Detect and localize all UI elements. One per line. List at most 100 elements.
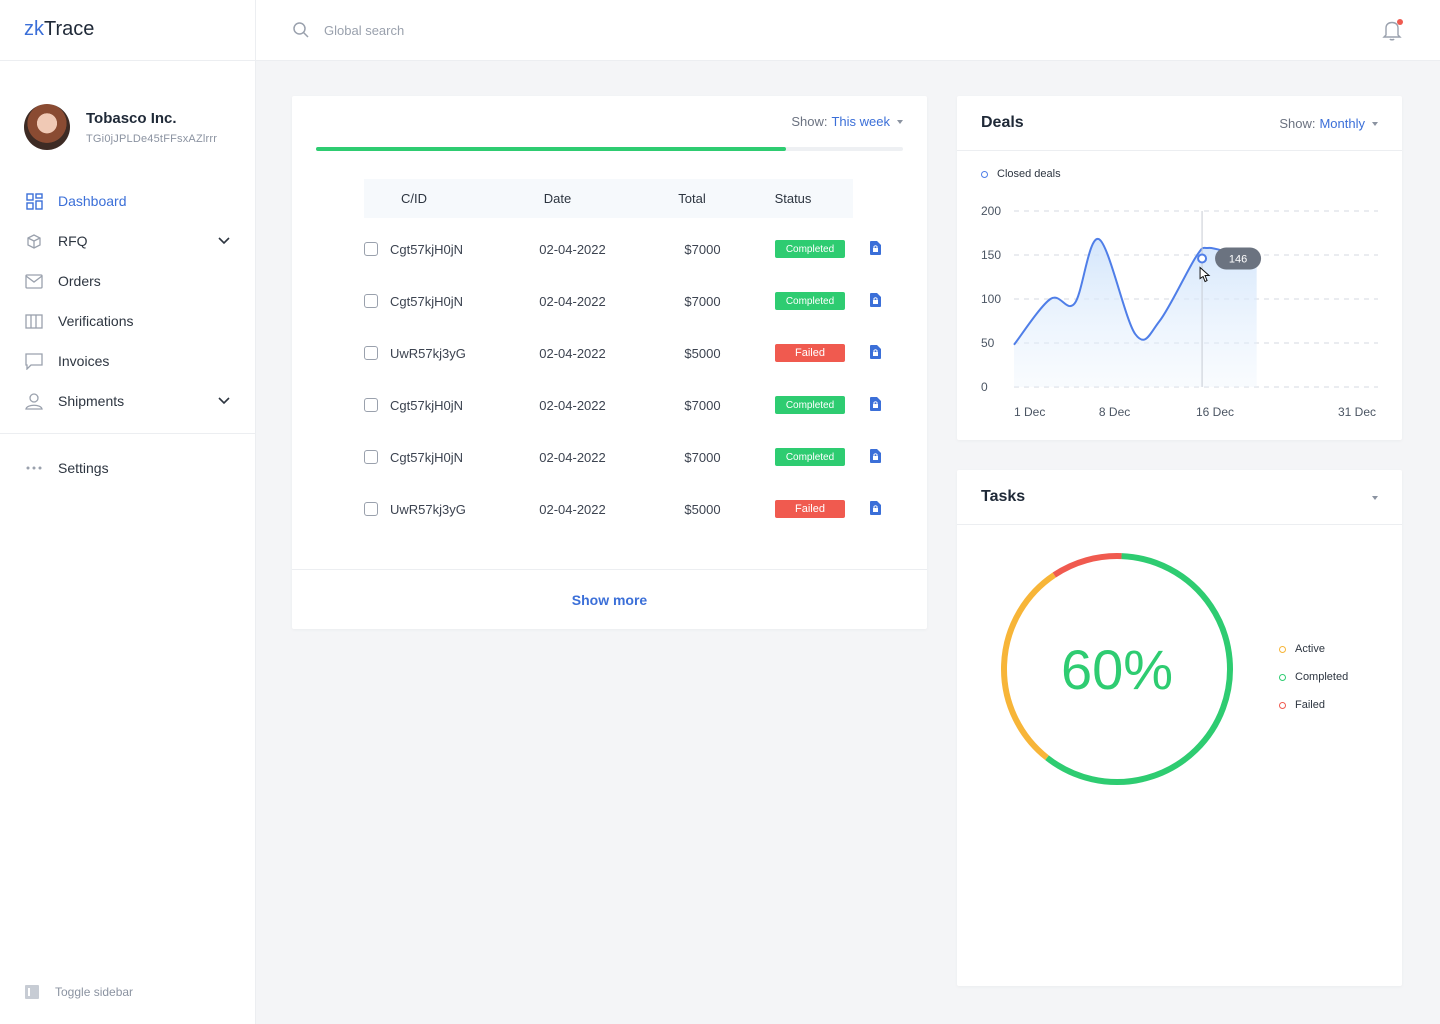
row-total: $7000 — [684, 293, 721, 309]
document-lock-icon[interactable] — [869, 292, 881, 310]
row-id: Cgt57kjH0jN — [390, 449, 463, 465]
search-icon — [292, 21, 310, 39]
document-lock-icon[interactable] — [869, 396, 881, 414]
deals-legend: Closed deals — [981, 168, 1061, 180]
caret-down-icon — [1372, 121, 1378, 126]
user-icon — [24, 391, 44, 411]
row-checkbox[interactable] — [364, 346, 378, 360]
row-id: UwR57kj3yG — [390, 501, 466, 517]
filter-label: Show: — [1279, 116, 1316, 131]
tasks-title: Tasks — [981, 488, 1026, 505]
donut-slice-failed — [1052, 553, 1122, 578]
status-badge: Failed — [775, 344, 845, 362]
progress-fill — [316, 147, 786, 151]
status-badge: Completed — [775, 396, 845, 414]
tasks-card: Tasks 60% Active Completed Failed — [957, 470, 1402, 986]
toggle-sidebar-button[interactable]: Toggle sidebar — [24, 984, 133, 1000]
highlight-point — [1197, 253, 1208, 264]
profile[interactable]: Tobasco Inc. TGi0jJPLDe45tFFsxAZlrrr — [0, 61, 255, 169]
nav-label: Dashboard — [58, 193, 127, 209]
sidebar-divider — [0, 433, 255, 434]
nav-label: RFQ — [58, 233, 88, 249]
status-badge: Completed — [775, 448, 845, 466]
row-status-cell: Completed — [760, 396, 860, 414]
nav-item-settings[interactable]: Settings — [0, 448, 255, 488]
table-row[interactable]: Cgt57kjH0jN 02-04-2022 $7000 Completed — [364, 223, 881, 275]
deals-card: Deals Show: Monthly Closed deals 0 50 100 1… — [957, 96, 1402, 440]
status-badge: Failed — [775, 500, 845, 518]
column-header[interactable]: Status — [774, 191, 812, 206]
table-row[interactable]: UwR57kj3yG 02-04-2022 $5000 Failed — [364, 483, 881, 535]
row-doc-cell — [860, 448, 890, 466]
row-checkbox[interactable] — [364, 398, 378, 412]
filter-label: Show: — [791, 114, 828, 129]
settings-label: Settings — [58, 460, 109, 476]
legend-label: Active — [1295, 643, 1325, 655]
wallet-address: TGi0jJPLDe45tFFsxAZlrrr — [86, 132, 218, 145]
row-total: $7000 — [684, 449, 721, 465]
brand-logo[interactable]: zkTrace — [0, 0, 255, 61]
row-doc-cell — [860, 500, 890, 518]
chevron-down-icon[interactable] — [217, 394, 231, 408]
x-tick-label: 1 Dec — [1014, 405, 1045, 419]
sidebar-toggle-icon — [24, 984, 40, 1000]
row-date: 02-04-2022 — [539, 345, 606, 361]
row-checkbox[interactable] — [364, 294, 378, 308]
deals-title: Deals — [981, 114, 1024, 131]
caret-down-icon[interactable] — [1372, 496, 1378, 500]
status-badge: Completed — [775, 292, 845, 310]
pointer-cursor-icon — [1199, 266, 1211, 283]
column-header[interactable]: C/ID — [401, 191, 427, 206]
global-search-input[interactable] — [324, 22, 724, 38]
nav-label: Orders — [58, 273, 101, 289]
nav-item-verifications[interactable]: Verifications — [0, 301, 255, 341]
orders-period-dropdown[interactable]: Show: This week — [791, 114, 903, 129]
brand-suffix: Trace — [44, 18, 95, 40]
document-lock-icon[interactable] — [869, 448, 881, 466]
caret-down-icon — [897, 119, 903, 124]
document-lock-icon[interactable] — [869, 344, 881, 362]
deals-header: Deals Show: Monthly — [957, 96, 1402, 151]
y-tick-label: 100 — [981, 292, 1001, 306]
column-header[interactable]: Date — [543, 191, 572, 206]
table-row[interactable]: Cgt57kjH0jN 02-04-2022 $7000 Completed — [364, 379, 881, 431]
nav-item-shipments[interactable]: Shipments — [0, 381, 255, 421]
nav-item-invoices[interactable]: Invoices — [0, 341, 255, 381]
donut-center-value: 60% — [1061, 638, 1173, 701]
show-more-button[interactable]: Show more — [571, 591, 648, 608]
deals-period-dropdown[interactable]: Show: Monthly — [1279, 116, 1378, 131]
company-name: Tobasco Inc. — [86, 109, 177, 127]
y-tick-label: 200 — [981, 204, 1001, 218]
box-icon — [24, 231, 44, 251]
nav-item-orders[interactable]: Orders — [0, 261, 255, 301]
table-row[interactable]: Cgt57kjH0jN 02-04-2022 $7000 Completed — [364, 431, 881, 483]
document-lock-icon[interactable] — [869, 240, 881, 258]
column-header[interactable]: Total — [678, 191, 706, 206]
table-row[interactable]: UwR57kj3yG 02-04-2022 $5000 Failed — [364, 327, 881, 379]
series-line — [1013, 238, 1257, 346]
grid-icon — [24, 191, 44, 211]
table-header: C/ID Date Total Status — [364, 179, 853, 218]
orders-table: C/ID Date Total Status Cgt57kjH0jN 02-04… — [364, 179, 881, 535]
donut-slice-active — [1001, 572, 1056, 761]
tasks-legend: Active Completed Failed — [1279, 635, 1348, 719]
row-total: $7000 — [684, 241, 721, 257]
row-checkbox[interactable] — [364, 450, 378, 464]
row-total: $5000 — [684, 501, 721, 517]
row-checkbox-cell — [364, 398, 390, 412]
row-date: 02-04-2022 — [539, 501, 606, 517]
table-row[interactable]: Cgt57kjH0jN 02-04-2022 $7000 Completed — [364, 275, 881, 327]
nav-item-dashboard[interactable]: Dashboard — [0, 181, 255, 221]
chevron-down-icon[interactable] — [217, 234, 231, 248]
row-checkbox[interactable] — [364, 242, 378, 256]
row-checkbox-cell — [364, 294, 390, 308]
document-lock-icon[interactable] — [869, 500, 881, 518]
row-checkbox[interactable] — [364, 502, 378, 516]
nav-item-rfq[interactable]: RFQ — [0, 221, 255, 261]
area-fill — [1014, 238, 1257, 387]
legend-marker — [981, 170, 988, 178]
tooltip-value: 146 — [1229, 254, 1247, 266]
x-tick-label: 16 Dec — [1196, 405, 1234, 419]
chat-icon — [24, 351, 44, 371]
bell-icon[interactable] — [1382, 19, 1404, 41]
